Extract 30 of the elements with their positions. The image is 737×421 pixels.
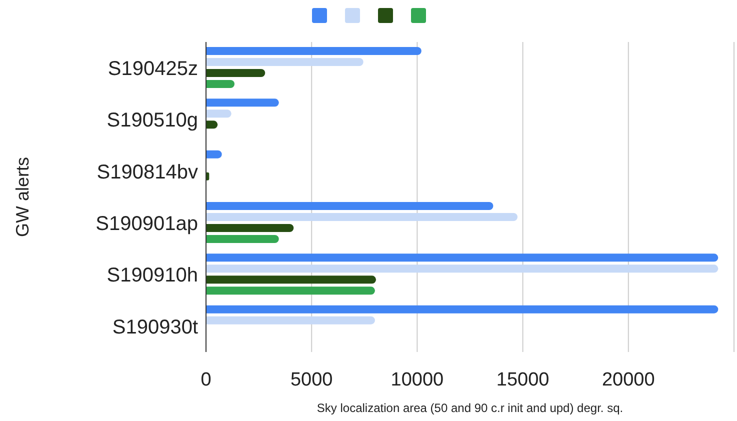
x-tick-label: 5000 <box>290 369 333 390</box>
x-tick-label: 0 <box>200 369 212 390</box>
y-tick-label: S190901ap <box>96 212 198 235</box>
bar <box>206 254 718 262</box>
bar <box>206 58 364 66</box>
y-tick-label: S190510g <box>106 110 198 132</box>
bar <box>206 98 279 107</box>
bar <box>206 286 375 295</box>
y-tick-label: S190910h <box>106 264 198 287</box>
x-tick-label: 10000 <box>390 369 444 390</box>
x-axis-title: Sky localization area (50 and 90 c.r init and upd) degr. sq. <box>316 401 624 415</box>
bar <box>206 276 376 284</box>
bar <box>206 305 718 314</box>
y-tick-label: S190814bv <box>96 161 198 184</box>
bar <box>206 110 232 118</box>
bar <box>206 235 279 243</box>
y-tick-label: S190930t <box>112 316 198 338</box>
bar <box>206 213 518 221</box>
bar <box>206 316 375 324</box>
bar <box>206 150 222 158</box>
bar <box>206 80 235 88</box>
bar <box>206 47 422 55</box>
bar <box>206 202 494 210</box>
bar <box>206 69 266 77</box>
x-tick-label: 15000 <box>496 369 550 390</box>
x-tick-label: 20000 <box>602 369 655 390</box>
bar <box>206 224 294 232</box>
y-tick-label: S190425z <box>108 58 198 80</box>
y-axis-title: GW alerts <box>12 156 32 238</box>
bar <box>206 264 718 273</box>
